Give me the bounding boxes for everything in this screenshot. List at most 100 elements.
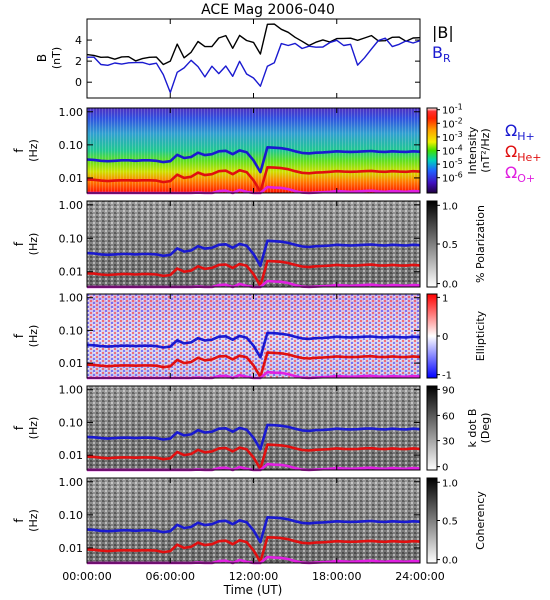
intensity-h-trace xyxy=(86,146,421,174)
field-ylabel: B xyxy=(35,54,49,62)
coherency-he-trace xyxy=(86,535,421,564)
time-tick-label: 12:00:00 xyxy=(229,570,278,583)
field-ytick-label: 0 xyxy=(75,76,82,89)
intensity-colorbar-tick-label: 10-5 xyxy=(442,157,463,171)
panel-intensity: 1.00 0.10 0.01 f (Hz) 10-110-210-310-410-510-… xyxy=(12,103,492,195)
polarization-colorbar xyxy=(426,200,438,288)
intensity-yunit: (Hz) xyxy=(27,139,40,162)
ellipticity-colorbar xyxy=(426,293,438,379)
ellipticity-colorbar-tick-label: 0 xyxy=(442,332,448,343)
kdotb-colorbar-label: k dot B xyxy=(466,409,479,448)
field-ytick-label: 2 xyxy=(75,55,82,68)
field-series xyxy=(86,23,421,94)
kdotb-yunit: (Hz) xyxy=(27,417,40,440)
ellipticity-colorbar-tick-label: -1 xyxy=(442,371,452,382)
spectrogram-panels: 1.000.100.01f (Hz)10-110-210-310-410-510-… xyxy=(12,103,492,567)
ellipticity-colorbar-tick-label: 1 xyxy=(442,293,448,304)
intensity-ftick-label: 1.00 xyxy=(59,106,84,119)
polarization-he-trace xyxy=(86,259,421,288)
coherency-ftick-label: 0.10 xyxy=(59,509,84,522)
ellipticity-ftick-label: 0.01 xyxy=(59,357,84,370)
intensity-colorbar-tick-label: 10-1 xyxy=(442,103,463,117)
ellipticity-colorbar-label: Ellipticity xyxy=(474,310,487,361)
polarization-colorbar-tick-label: 0.5 xyxy=(442,240,458,251)
intensity-colorbar-unit: (nT²/Hz) xyxy=(479,128,492,172)
field-panel-frame xyxy=(86,18,421,99)
time-tick-label: 00:00:00 xyxy=(62,570,111,583)
kdotb-ftick-label: 1.00 xyxy=(59,384,84,397)
time-axis-label: Time (UT) xyxy=(223,583,283,597)
legend-br-sub: R xyxy=(443,52,451,65)
intensity-colorbar-tick-label: 10-2 xyxy=(442,116,463,130)
polarization-colorbar-label: % Polarization xyxy=(474,205,487,283)
coherency-colorbar-tick-label: 0.5 xyxy=(442,517,458,528)
gyro-legend-hplus: ΩH+ xyxy=(505,121,535,143)
intensity-ftick-label: 0.01 xyxy=(59,172,84,185)
time-tick-label: 06:00:00 xyxy=(146,570,195,583)
ellipticity-ftick-label: 0.10 xyxy=(59,324,84,337)
kdotb-colorbar xyxy=(426,385,438,471)
field-yunit: (nT) xyxy=(50,47,63,69)
kdotb-colorbar-unit: (Deg) xyxy=(479,413,492,444)
intensity-ylabel: f xyxy=(12,148,26,153)
kdotb-he-trace xyxy=(86,443,421,471)
time-tick-label: 18:00:00 xyxy=(312,570,361,583)
ellipticity-ftick-label: 1.00 xyxy=(59,292,84,305)
time-tick-label: 24:00:00 xyxy=(395,570,444,583)
intensity-colorbar xyxy=(426,107,438,194)
panel-kdotb: 1.00 0.10 0.01 f (Hz) 90 60 30 0 k dot B (Deg) xyxy=(12,384,492,474)
gyro-legend-oplus: ΩO+ xyxy=(505,163,535,185)
polarization-colorbar-tick-label: 0.0 xyxy=(442,280,458,291)
polarization-h-trace xyxy=(86,239,421,268)
coherency-ftick-label: 1.00 xyxy=(59,476,84,489)
figure-title: ACE Mag 2006-040 xyxy=(201,2,335,18)
coherency-h-trace xyxy=(86,515,421,544)
kdotb-colorbar-tick-label: 0 xyxy=(442,463,448,474)
kdotb-colorbar-tick-label: 90 xyxy=(442,385,455,396)
kdotb-h-trace xyxy=(86,423,421,451)
legend-bmag: |B| xyxy=(432,23,454,42)
ellipticity-he-trace xyxy=(86,351,421,379)
coherency-colorbar-tick-label: 1.0 xyxy=(442,478,458,489)
intensity-he-trace xyxy=(86,166,421,194)
coherency-colorbar xyxy=(426,477,438,564)
panel-coherency: 1.00 0.10 0.01 f (Hz) 1.0 0.5 0.0 Coherency xyxy=(12,476,487,567)
polarization-ylabel: f xyxy=(12,241,26,246)
polarization-yunit: (Hz) xyxy=(27,233,40,256)
field-ytick-label: 4 xyxy=(75,34,82,47)
panel-polarization: 1.00 0.10 0.01 f (Hz) 1.0 0.5 0.0 % Polarization xyxy=(12,199,487,291)
ellipticity-h-trace xyxy=(86,331,421,359)
coherency-ylabel: f xyxy=(12,518,26,523)
field-panel: 024 B (nT) |B| BR xyxy=(35,18,454,99)
coherency-colorbar-tick-label: 0.0 xyxy=(442,556,458,567)
field-y-axis: 0 2 4 xyxy=(75,34,420,89)
kdotb-ylabel: f xyxy=(12,425,26,430)
kdotb-colorbar-tick-label: 30 xyxy=(442,437,455,448)
polarization-ftick-label: 0.01 xyxy=(59,266,84,279)
polarization-colorbar-tick-label: 1.0 xyxy=(442,201,458,212)
field-legend: |B| BR xyxy=(432,23,454,65)
time-axis: 00:00:00 06:00:00 12:00:00 18:00:00 24:00:00 xyxy=(62,19,445,583)
br-series xyxy=(86,37,421,94)
intensity-colorbar-tick-label: 10-6 xyxy=(442,171,463,185)
intensity-colorbar-label: Intensity xyxy=(466,126,479,174)
bmag-series xyxy=(86,23,421,66)
ellipticity-ylabel: f xyxy=(12,333,26,338)
coherency-colorbar-label: Coherency xyxy=(474,491,487,550)
kdotb-ftick-label: 0.10 xyxy=(59,416,84,429)
legend-br-label: B xyxy=(432,43,443,62)
legend-br: BR xyxy=(432,43,451,65)
gyrofrequency-legend: ΩH+ΩHe+ΩO+ xyxy=(505,121,542,185)
intensity-colorbar-tick-label: 10-3 xyxy=(442,130,463,144)
intensity-ftick-label: 0.10 xyxy=(59,139,84,152)
panel-ellipticity: 1.00 0.10 0.01 f (Hz) 1 0 -1 Ellipticity xyxy=(12,292,487,382)
gyro-legend-heplus: ΩHe+ xyxy=(505,142,542,164)
coherency-ftick-label: 0.01 xyxy=(59,542,84,555)
coherency-yunit: (Hz) xyxy=(27,509,40,532)
ellipticity-yunit: (Hz) xyxy=(27,325,40,348)
kdotb-ftick-label: 0.01 xyxy=(59,449,84,462)
polarization-ftick-label: 0.10 xyxy=(59,232,84,245)
intensity-colorbar-tick-label: 10-4 xyxy=(442,144,463,158)
polarization-ftick-label: 1.00 xyxy=(59,199,84,212)
